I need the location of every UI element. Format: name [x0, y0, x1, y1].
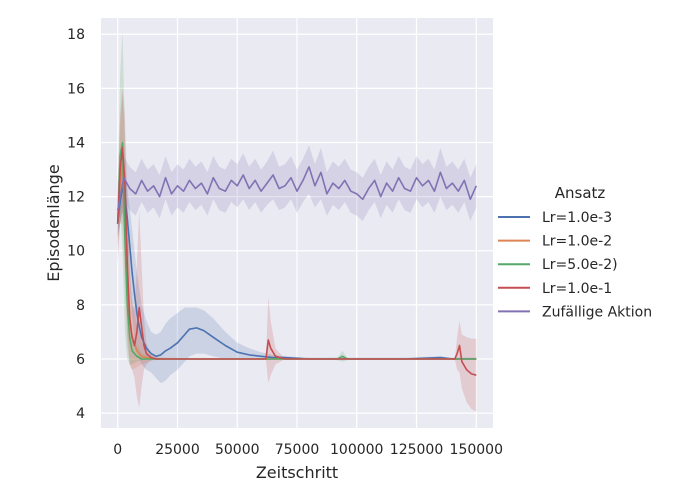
y-tick-label: 4 [76, 406, 85, 422]
legend-entry: Zufällige Aktion [542, 304, 652, 320]
x-axis-label: Zeitschritt [256, 463, 338, 482]
y-tick-label: 12 [67, 190, 85, 206]
x-tick-label: 150000 [450, 442, 503, 458]
series-lines [116, 141, 478, 376]
x-tick-label: 0 [113, 442, 122, 458]
series-4-line [116, 147, 477, 376]
x-tick-label: 100000 [330, 442, 383, 458]
legend-items: Lr=1.0e-3 Lr=1.0e-2 Lr=5.0e-2) Lr=1.0e-1 Zuf… [498, 210, 652, 320]
legend-title: Ansatz [555, 184, 606, 202]
y-tick-label: 18 [67, 27, 85, 43]
legend-entry: Lr=1.0e-2 [542, 234, 612, 250]
x-tick-label: 25000 [155, 442, 200, 458]
x-axis-ticks: 0 25000 50000 75000 100000 125000 150000 [113, 442, 503, 458]
y-tick-label: 6 [76, 352, 85, 368]
y-tick-label: 14 [67, 135, 85, 151]
y-axis-ticks: 4 6 8 10 12 14 16 18 [67, 27, 85, 422]
y-axis-label: Episodenlänge [44, 164, 63, 281]
legend-entry: Lr=1.0e-1 [542, 281, 612, 297]
series-1-band [117, 169, 477, 384]
plot-area [101, 18, 493, 428]
legend-entry: Lr=5.0e-2) [542, 257, 618, 273]
x-tick-label: 125000 [390, 442, 443, 458]
y-tick-label: 10 [67, 244, 85, 260]
y-tick-label: 8 [76, 298, 85, 314]
x-tick-label: 75000 [275, 442, 320, 458]
series-5-line [116, 166, 478, 211]
legend-entry: Lr=1.0e-3 [542, 210, 612, 226]
y-tick-label: 16 [67, 81, 85, 97]
legend: Ansatz Lr=1.0e-3Lr=1.0e-2Lr=5.0e-2)Lr=1.… [498, 184, 652, 320]
x-tick-label: 50000 [215, 442, 260, 458]
